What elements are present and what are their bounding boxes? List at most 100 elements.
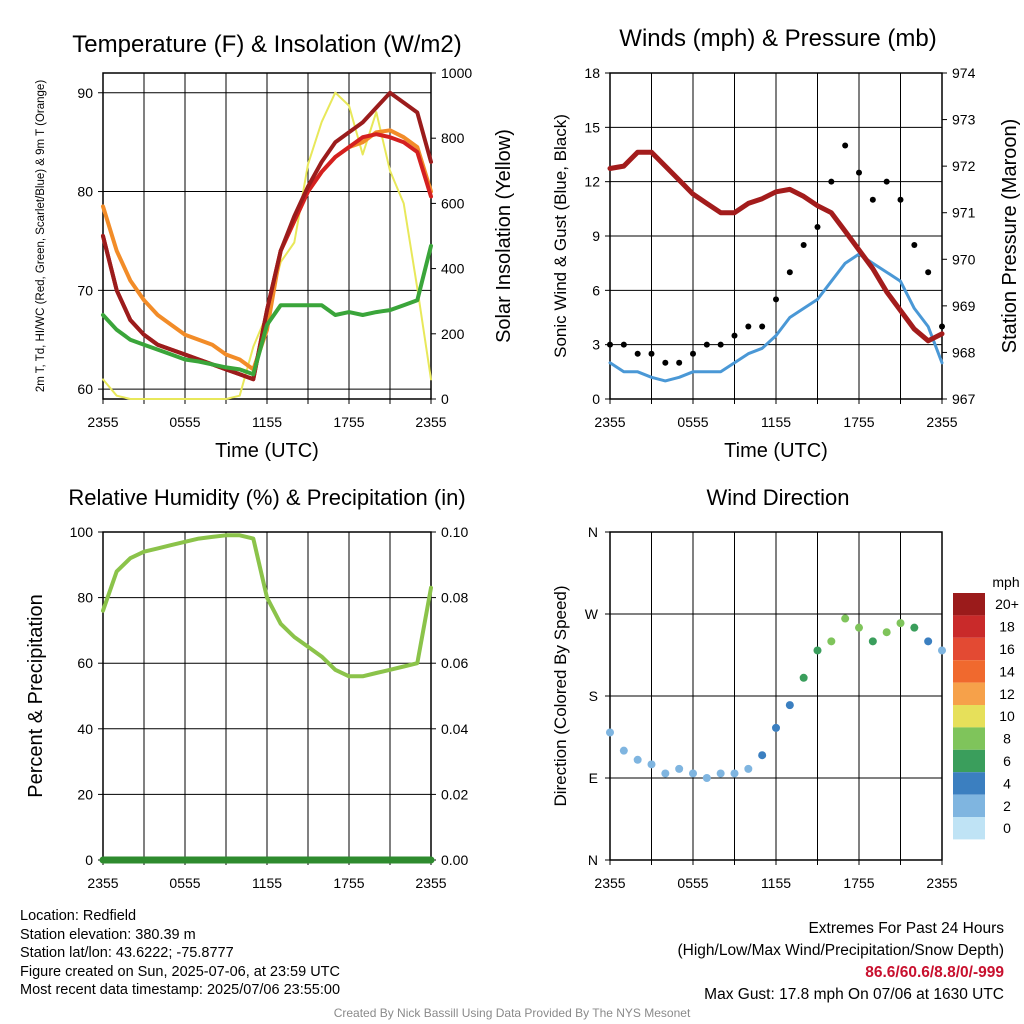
gust-point: [869, 196, 876, 203]
wind-direction-point: [785, 701, 794, 710]
y-axis-label: Direction (Colored By Speed): [551, 585, 570, 806]
x-tick-label: 1155: [252, 414, 282, 430]
y-tick-label: 0: [85, 852, 93, 868]
y2-tick-label: 0.08: [441, 590, 468, 606]
y-tick-label: 100: [70, 524, 94, 540]
gust-point: [690, 350, 696, 357]
x-tick-label: 1155: [761, 875, 791, 891]
y2-axis-label: Solar Insolation (Yellow): [493, 129, 515, 343]
gust-point: [662, 359, 669, 366]
y2-tick-label: 600: [441, 195, 465, 211]
y2-tick-label: 0.00: [441, 852, 468, 868]
x-tick-label: 2355: [415, 875, 446, 891]
chart-title: Temperature (F) & Insolation (W/m2): [72, 31, 461, 58]
colorbar-label: 8: [1003, 731, 1011, 747]
extremes-panel: Extremes For Past 24 Hours (High/Low/Max…: [678, 918, 1005, 1006]
station-location: Location: Redfield: [20, 908, 137, 924]
y2-axis-label: Station Pressure (Maroon): [999, 119, 1021, 354]
x-tick-label: 2355: [926, 875, 957, 891]
x-tick-label: 2355: [87, 875, 118, 891]
y-tick-label: N: [588, 524, 598, 540]
gust-point: [676, 359, 683, 366]
gust-point: [911, 242, 918, 249]
y-axis-label: 2m T, Td, HI/WC (Red, Green, Scarlet/Blu…: [35, 80, 47, 392]
y2-tick-label: 0.06: [441, 655, 468, 671]
gust-point: [856, 169, 862, 176]
wind-direction-point: [896, 619, 905, 628]
station-info: Location: Redfield Station elevation: 38…: [20, 907, 340, 1000]
wind-direction-point: [855, 623, 863, 632]
x-axis-label: Time (UTC): [724, 440, 828, 462]
x-axis-label: Time (UTC): [215, 440, 319, 462]
gust-point: [717, 341, 724, 348]
y2-tick-label: 800: [441, 130, 465, 146]
y-tick-label: 0: [592, 391, 600, 407]
y2-tick-label: 970: [952, 251, 976, 267]
wind-direction-point: [702, 774, 711, 782]
y-tick-label: 60: [77, 381, 93, 397]
colorbar-label: 20+: [995, 596, 1019, 612]
y2-tick-label: 974: [952, 65, 976, 81]
y-tick-label: 18: [584, 65, 600, 81]
x-tick-label: 1755: [843, 414, 874, 430]
y-tick-label: 80: [77, 590, 93, 606]
colorbar-swatch: [953, 817, 985, 840]
temperature-series-line: [101, 243, 433, 377]
wind-direction-point: [868, 637, 877, 646]
x-tick-label: 2355: [415, 414, 446, 430]
wind-direction-point: [813, 646, 822, 655]
station-elevation: Station elevation: 380.39 m: [20, 926, 196, 943]
y-tick-label: 12: [584, 174, 600, 190]
gust-point: [925, 269, 932, 276]
gust-point: [648, 350, 655, 357]
x-tick-label: 1155: [252, 875, 282, 891]
pressure-line: [607, 149, 945, 344]
y2-tick-label: 200: [441, 326, 465, 342]
colorbar-swatch: [953, 705, 985, 728]
x-tick-label: 0555: [169, 875, 200, 891]
gust-point: [939, 323, 945, 330]
chart-title: Winds (mph) & Pressure (mb): [619, 25, 936, 52]
gust-point: [703, 341, 710, 348]
colorbar-label: 14: [999, 663, 1015, 679]
x-tick-label: 1755: [333, 875, 364, 891]
wind-direction-point: [799, 673, 808, 682]
y-tick-label: 80: [77, 184, 93, 200]
colorbar-label: 12: [999, 686, 1015, 702]
gust-point: [786, 269, 793, 276]
x-tick-label: 0555: [169, 414, 200, 430]
figure-created: Figure created on Sun, 2025-07-06, at 23…: [20, 963, 340, 980]
colorbar-label: 16: [999, 641, 1015, 657]
y-tick-label: 15: [584, 119, 600, 135]
x-tick-label: 2355: [87, 414, 118, 430]
gust-point: [883, 178, 890, 185]
y-tick-label: 90: [77, 85, 93, 101]
colorbar-label: 2: [1003, 798, 1011, 814]
x-tick-label: 0555: [677, 875, 708, 891]
y2-tick-label: 967: [952, 391, 976, 407]
y2-tick-label: 973: [952, 112, 976, 128]
y2-tick-label: 400: [441, 261, 465, 277]
wind-direction-point: [924, 637, 933, 646]
y2-tick-label: 0.02: [441, 786, 468, 802]
colorbar-swatch: [953, 615, 985, 638]
colorbar-label: 10: [999, 708, 1015, 724]
wind-direction-point: [633, 755, 642, 764]
colorbar-swatch: [953, 727, 985, 750]
gust-point: [800, 242, 807, 249]
colorbar-label: 4: [1003, 775, 1011, 791]
gust-point: [759, 323, 766, 330]
wind-direction-point: [689, 769, 697, 778]
gust-point: [607, 341, 613, 348]
y2-tick-label: 0.04: [441, 721, 468, 737]
y-tick-label: N: [588, 852, 598, 868]
y-axis-label: Sonic Wind & Gust (Blue, Black): [551, 114, 570, 358]
colorbar-swatch: [953, 593, 985, 616]
credit-line: Created By Nick Bassill Using Data Provi…: [333, 1006, 691, 1020]
y2-tick-label: 968: [952, 344, 976, 360]
colorbar-swatch: [953, 660, 985, 683]
wind-direction-point: [882, 628, 891, 637]
wind-direction-point: [841, 614, 850, 623]
max-gust: Max Gust: 17.8 mph On 07/06 at 1630 UTC: [704, 986, 1004, 1003]
wind-direction-point: [675, 764, 684, 773]
